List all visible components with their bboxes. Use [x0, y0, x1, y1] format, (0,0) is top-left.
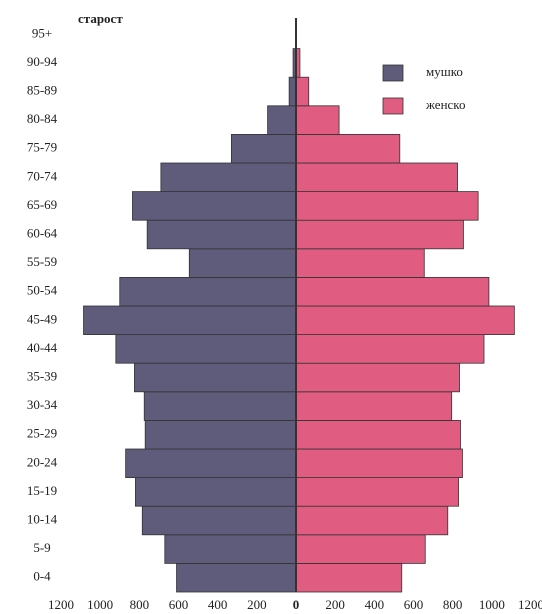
y-tick-label: 5-9: [33, 540, 50, 555]
bar: [176, 563, 297, 593]
bar: [295, 334, 485, 364]
bar: [160, 162, 297, 193]
y-tick-label: 55-59: [27, 254, 57, 269]
bar: [144, 419, 297, 450]
bar: [295, 276, 490, 307]
bar: [295, 563, 403, 593]
y-tick-label: 85-89: [27, 82, 57, 97]
y-tick-label: 20-24: [27, 454, 58, 469]
bar: [295, 248, 425, 278]
bar: [295, 362, 460, 393]
y-tick-label: 15-19: [27, 483, 57, 498]
bar: [115, 334, 297, 364]
bar: [125, 448, 297, 479]
bar: [164, 534, 297, 564]
x-tick-label: 400: [365, 597, 385, 612]
y-tick-label: 30-34: [27, 397, 58, 412]
bar: [295, 534, 426, 564]
bar: [295, 448, 463, 479]
y-tick-label: 50-54: [27, 283, 58, 298]
bar: [295, 219, 464, 250]
legend-label: женско: [425, 97, 465, 112]
bar: [267, 105, 297, 135]
bar: [146, 219, 297, 250]
x-tick-label: 800: [130, 597, 150, 612]
bar: [295, 391, 453, 421]
x-tick-label: 1200: [518, 597, 542, 612]
bar: [141, 505, 297, 536]
bar: [295, 419, 461, 450]
x-tick-label: 200: [325, 597, 345, 612]
y-tick-label: 45-49: [27, 311, 57, 326]
bar: [132, 191, 297, 221]
bar: [295, 133, 401, 164]
bar: [295, 191, 479, 221]
y-tick-label: 95+: [32, 25, 52, 40]
y-tick-label: 90-94: [27, 54, 58, 69]
y-tick-label: 35-39: [27, 368, 57, 383]
bar: [295, 305, 515, 336]
bar: [295, 76, 310, 107]
bar: [135, 477, 297, 507]
bar: [83, 305, 297, 336]
bar: [134, 362, 297, 393]
x-tick-label: 800: [443, 597, 463, 612]
legend-swatch: [382, 64, 404, 82]
bar: [295, 505, 449, 536]
bar: [295, 477, 459, 507]
bar: [295, 105, 340, 135]
bar: [188, 248, 297, 278]
y-tick-label: 65-69: [27, 197, 57, 212]
x-tick-label: 400: [208, 597, 228, 612]
y-tick-label: 60-64: [27, 225, 58, 240]
y-tick-label: 25-29: [27, 426, 57, 441]
x-tick-label: 1000: [479, 597, 505, 612]
legend-swatch: [382, 97, 404, 115]
y-tick-label: 80-84: [27, 111, 58, 126]
legend-label: мушко: [426, 64, 463, 79]
y-tick-label: 70-74: [27, 168, 58, 183]
x-tick-label: 1200: [48, 597, 74, 612]
bar: [143, 391, 297, 421]
y-tick-label: 0-4: [33, 569, 51, 584]
y-tick-label: 10-14: [27, 511, 58, 526]
bar: [288, 76, 297, 107]
x-tick-label: 0: [293, 597, 300, 612]
x-tick-label: 200: [247, 597, 267, 612]
x-tick-label: 1000: [87, 597, 113, 612]
bar: [119, 276, 297, 307]
y-tick-label: 40-44: [27, 340, 58, 355]
bar: [230, 133, 297, 164]
x-tick-label: 600: [404, 597, 424, 612]
chart-title: старост: [78, 11, 123, 26]
y-tick-label: 75-79: [27, 140, 57, 155]
x-tick-label: 600: [169, 597, 189, 612]
bar: [295, 162, 458, 193]
